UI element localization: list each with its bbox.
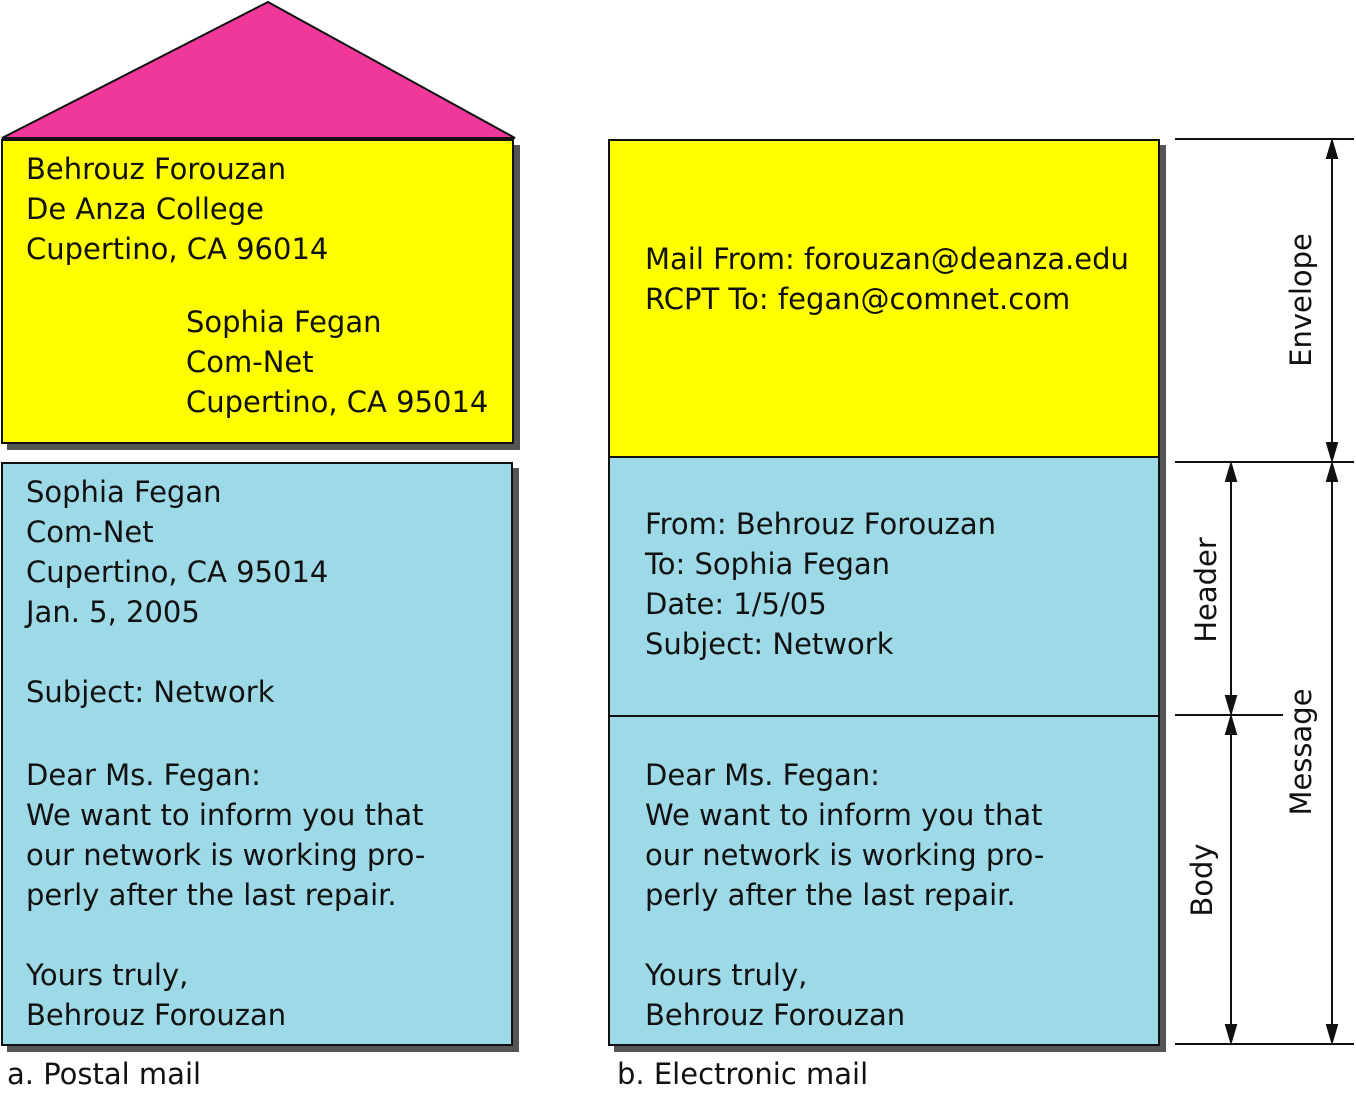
closing-line: Yours truly,	[26, 958, 189, 992]
postal-recipient-address: Sophia Fegan Com-Net Cupertino, CA 95014	[186, 302, 488, 422]
body-line: Dear Ms. Fegan:	[26, 758, 261, 792]
body-line: We want to inform you that	[645, 798, 1043, 832]
email-header: From: Behrouz Forouzan To: Sophia Fegan …	[608, 456, 1160, 717]
envelope-line: Mail From: forouzan@deanza.edu	[645, 242, 1129, 276]
email-body: Dear Ms. Fegan: We want to inform you th…	[608, 715, 1160, 1046]
postal-letter: Sophia Fegan Com-Net Cupertino, CA 95014…	[1, 462, 513, 1046]
email-closing: Yours truly, Behrouz Forouzan	[645, 955, 905, 1035]
address-line: Sophia Fegan	[186, 305, 382, 339]
address-line: Com-Net	[186, 345, 314, 379]
closing-line: Behrouz Forouzan	[26, 998, 287, 1032]
body-line: our network is working pro-	[26, 838, 426, 872]
letter-body-text: Dear Ms. Fegan: We want to inform you th…	[26, 755, 425, 915]
body-label: Body	[1185, 843, 1219, 917]
header-line: Subject: Network	[645, 627, 894, 661]
letter-closing: Yours truly, Behrouz Forouzan	[26, 955, 286, 1035]
email-envelope-text: Mail From: forouzan@deanza.edu RCPT To: …	[645, 239, 1129, 319]
address-line: Com-Net	[26, 515, 154, 549]
envelope-flap-roof	[1, 0, 516, 139]
header-label: Header	[1189, 537, 1223, 643]
letter-subject: Subject: Network	[26, 672, 274, 712]
address-line: Behrouz Forouzan	[26, 152, 287, 186]
envelope-label: Envelope	[1284, 233, 1318, 367]
email-header-text: From: Behrouz Forouzan To: Sophia Fegan …	[645, 504, 996, 664]
email-envelope: Mail From: forouzan@deanza.edu RCPT To: …	[608, 139, 1160, 464]
email-body-text: Dear Ms. Fegan: We want to inform you th…	[645, 755, 1044, 915]
closing-line: Behrouz Forouzan	[645, 998, 906, 1032]
header-line: Date: 1/5/05	[645, 587, 827, 621]
letter-date: Jan. 5, 2005	[26, 595, 200, 629]
body-line: Dear Ms. Fegan:	[645, 758, 880, 792]
address-line: Cupertino, CA 95014	[26, 555, 329, 589]
closing-line: Yours truly,	[645, 958, 808, 992]
address-line: Cupertino, CA 95014	[186, 385, 489, 419]
postal-envelope: Behrouz Forouzan De Anza College Cuperti…	[1, 139, 514, 444]
body-line: perly after the last repair.	[645, 878, 1016, 912]
body-line: our network is working pro-	[645, 838, 1045, 872]
body-line: perly after the last repair.	[26, 878, 397, 912]
header-line: From: Behrouz Forouzan	[645, 507, 996, 541]
address-line: Sophia Fegan	[26, 475, 222, 509]
envelope-line: RCPT To: fegan@comnet.com	[645, 282, 1071, 316]
address-line: De Anza College	[26, 192, 265, 226]
address-line: Cupertino, CA 96014	[26, 232, 329, 266]
postal-sender-address: Behrouz Forouzan De Anza College Cuperti…	[26, 149, 328, 269]
header-line: To: Sophia Fegan	[645, 547, 890, 581]
message-label: Message	[1284, 684, 1318, 820]
email-caption: b. Electronic mail	[617, 1057, 869, 1091]
body-line: We want to inform you that	[26, 798, 424, 832]
letter-address-block: Sophia Fegan Com-Net Cupertino, CA 95014…	[26, 472, 328, 632]
postal-caption: a. Postal mail	[7, 1057, 202, 1091]
subject-line: Subject: Network	[26, 675, 275, 709]
